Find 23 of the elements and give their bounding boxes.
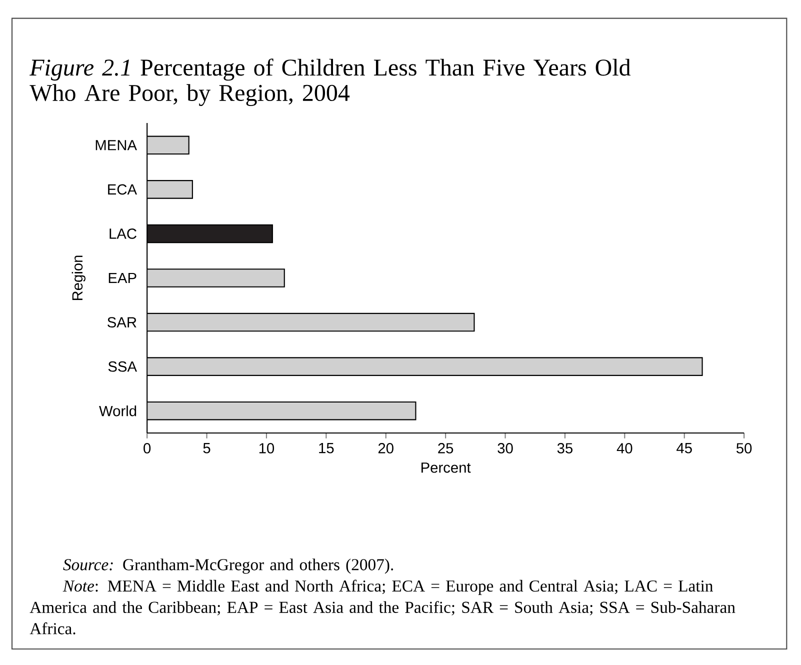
x-tick-label: 40 (616, 443, 632, 454)
x-tick-label: 0 (144, 443, 151, 454)
text: Source: Grantham-McGregor and others (2007). (63, 558, 394, 574)
x-tick-label: 20 (378, 443, 394, 454)
y-tick-label: MENA (96, 140, 137, 150)
x-tick-label: 25 (438, 443, 454, 454)
x-tick-label: 30 (498, 443, 513, 454)
x-tick-label: 45 (676, 443, 692, 454)
y-tick-label: World (99, 405, 136, 416)
chart-title: Figure 2.1 Percentage of Children Less Than Five Years Old Who Are Poor, by Region, 2004 (29, 58, 631, 106)
x-tick-label: 5 (203, 443, 210, 454)
x-tick-label: 35 (557, 443, 572, 454)
y-tick-label: LAC (110, 228, 136, 239)
y-axis-title: Region (72, 256, 86, 300)
y-tick-label: SSA (108, 361, 137, 372)
x-tick-label: 50 (736, 443, 752, 454)
y-tick-label: SAR (108, 317, 136, 328)
y-tick-label: ECA (108, 184, 137, 195)
y-tick-label: EAP (108, 272, 136, 284)
text: Note: MENA = Middle East and North Africa; ECA = Europe and Central Asia; LAC = Latin America and the Caribbean; EAP = East Asia and the Pacific; SAR = South Asia; SSA = Sub-Saharan Africa. (30, 580, 736, 634)
x-axis-title: Percent (422, 462, 471, 473)
x-tick-label: 10 (259, 443, 274, 454)
x-tick-label: 15 (319, 443, 334, 454)
